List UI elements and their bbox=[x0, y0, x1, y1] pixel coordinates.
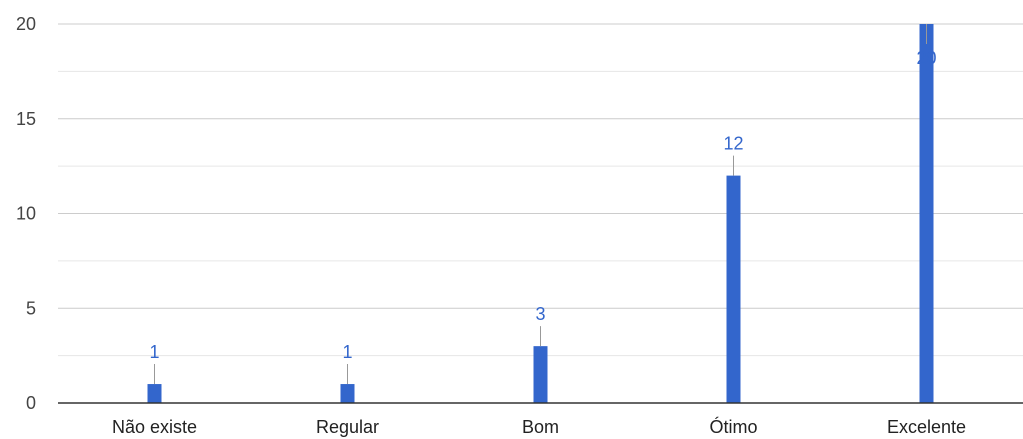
y-axis-ticks: 0 5 10 15 20 bbox=[16, 14, 36, 413]
data-label-leaders bbox=[154, 24, 927, 385]
data-label: 1 bbox=[149, 342, 159, 362]
bar bbox=[919, 24, 934, 403]
x-tick-label: Excelente bbox=[887, 417, 966, 437]
data-label: 1 bbox=[342, 342, 352, 362]
y-tick-label: 0 bbox=[26, 393, 36, 413]
data-label: 3 bbox=[535, 304, 545, 324]
y-tick-label: 5 bbox=[26, 298, 36, 318]
bar bbox=[340, 384, 355, 403]
x-axis-ticks: Não existe Regular Bom Ótimo Excelente bbox=[112, 416, 966, 437]
data-label: 12 bbox=[723, 134, 743, 154]
x-tick-label: Regular bbox=[316, 417, 379, 437]
y-tick-label: 20 bbox=[16, 14, 36, 34]
y-tick-label: 15 bbox=[16, 109, 36, 129]
bar bbox=[147, 384, 162, 403]
bar bbox=[726, 175, 741, 403]
bar bbox=[533, 346, 548, 403]
bars bbox=[147, 24, 934, 403]
x-tick-label: Ótimo bbox=[709, 416, 757, 437]
data-labels: 1 1 3 12 20 bbox=[149, 48, 936, 362]
x-tick-label: Não existe bbox=[112, 417, 197, 437]
data-label: 20 bbox=[916, 48, 936, 68]
x-tick-label: Bom bbox=[522, 417, 559, 437]
gridlines bbox=[58, 23, 1023, 357]
y-tick-label: 10 bbox=[16, 204, 36, 224]
